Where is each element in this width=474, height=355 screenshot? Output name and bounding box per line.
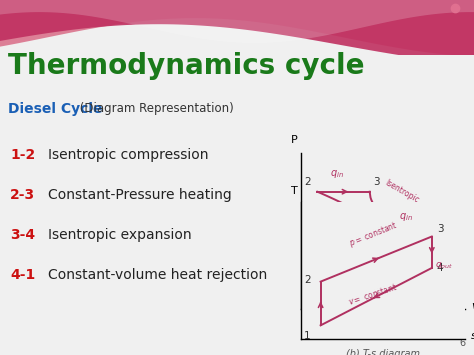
Text: 1: 1 bbox=[437, 300, 443, 310]
Text: 1-2: 1-2 bbox=[10, 148, 35, 162]
Text: (Diagram Representation): (Diagram Representation) bbox=[76, 102, 234, 115]
Text: $q_{in}$: $q_{in}$ bbox=[330, 168, 344, 180]
Text: Isentropic compression: Isentropic compression bbox=[48, 148, 209, 162]
Text: Isentropic expansion: Isentropic expansion bbox=[48, 228, 191, 242]
Polygon shape bbox=[0, 0, 474, 64]
Text: 2: 2 bbox=[304, 177, 311, 187]
Text: $p =$ constant: $p =$ constant bbox=[347, 219, 400, 250]
Text: v: v bbox=[350, 210, 356, 220]
Text: 3: 3 bbox=[373, 177, 380, 187]
Text: $q_{in}$: $q_{in}$ bbox=[399, 211, 413, 223]
Text: 4: 4 bbox=[437, 263, 443, 273]
Text: Thermodynamics cycle: Thermodynamics cycle bbox=[8, 52, 365, 80]
Text: Isentropic: Isentropic bbox=[329, 221, 360, 256]
Text: 6: 6 bbox=[460, 338, 466, 348]
Text: $q_{out}$: $q_{out}$ bbox=[435, 260, 453, 271]
Text: s: s bbox=[471, 331, 474, 341]
Text: (a) P- v diagram: (a) P- v diagram bbox=[344, 321, 422, 331]
Text: Isentropic: Isentropic bbox=[383, 178, 420, 205]
Text: 3-4: 3-4 bbox=[10, 228, 35, 242]
Text: Constant-Pressure heating: Constant-Pressure heating bbox=[48, 188, 232, 202]
Polygon shape bbox=[0, 0, 474, 56]
Text: $q_{out}$: $q_{out}$ bbox=[445, 236, 463, 247]
Text: v: v bbox=[471, 301, 474, 311]
Text: 1: 1 bbox=[304, 331, 311, 341]
Text: (b) T-s diagram: (b) T-s diagram bbox=[346, 349, 420, 355]
Text: P: P bbox=[291, 135, 298, 145]
Text: 3: 3 bbox=[437, 224, 443, 234]
Text: T: T bbox=[291, 186, 298, 196]
Text: Diesel Cycle: Diesel Cycle bbox=[8, 102, 102, 116]
Text: 4: 4 bbox=[440, 237, 447, 247]
Text: $v =$ constant: $v =$ constant bbox=[347, 280, 399, 307]
Text: 2-3: 2-3 bbox=[10, 188, 35, 202]
Text: 2: 2 bbox=[304, 275, 311, 285]
Polygon shape bbox=[0, 0, 474, 43]
Text: Constant-volume heat rejection: Constant-volume heat rejection bbox=[48, 268, 267, 282]
Text: 4-1: 4-1 bbox=[10, 268, 35, 282]
